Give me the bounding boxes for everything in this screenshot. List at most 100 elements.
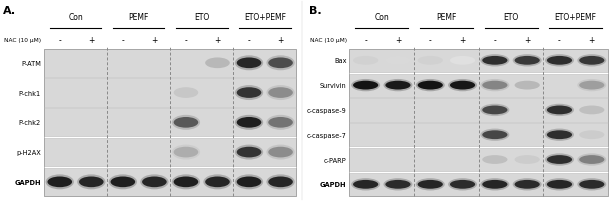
Text: +: + <box>459 36 466 45</box>
Bar <box>349 49 608 73</box>
Text: P-chk1: P-chk1 <box>19 90 41 96</box>
Ellipse shape <box>48 177 72 187</box>
Ellipse shape <box>480 178 510 190</box>
Ellipse shape <box>142 177 167 187</box>
Ellipse shape <box>174 177 198 187</box>
Text: Con: Con <box>375 13 389 22</box>
Ellipse shape <box>386 81 411 90</box>
Ellipse shape <box>266 175 295 189</box>
Ellipse shape <box>77 175 106 189</box>
Ellipse shape <box>235 175 263 189</box>
Ellipse shape <box>174 147 198 158</box>
Text: NAC (10 μM): NAC (10 μM) <box>4 38 42 43</box>
Ellipse shape <box>172 115 200 130</box>
Ellipse shape <box>415 178 445 190</box>
Ellipse shape <box>450 57 475 65</box>
Ellipse shape <box>384 80 412 92</box>
Text: -: - <box>185 36 188 45</box>
Bar <box>44 49 296 78</box>
Ellipse shape <box>545 129 574 141</box>
Ellipse shape <box>353 57 378 65</box>
Bar <box>349 123 608 147</box>
Ellipse shape <box>141 175 169 189</box>
Text: c-PARP: c-PARP <box>324 157 346 163</box>
Ellipse shape <box>172 175 200 189</box>
Text: PEMF: PEMF <box>436 13 456 22</box>
Ellipse shape <box>236 147 262 158</box>
Ellipse shape <box>482 57 508 65</box>
Bar <box>349 148 608 171</box>
Text: B.: B. <box>309 6 321 16</box>
Text: -: - <box>558 36 561 45</box>
Text: PEMF: PEMF <box>128 13 149 22</box>
Ellipse shape <box>268 58 293 69</box>
Ellipse shape <box>514 180 540 189</box>
Ellipse shape <box>384 178 412 190</box>
Ellipse shape <box>266 115 295 130</box>
Text: Survivin: Survivin <box>320 83 346 89</box>
Ellipse shape <box>547 155 572 164</box>
Ellipse shape <box>448 178 477 190</box>
Ellipse shape <box>236 117 262 128</box>
Bar <box>44 79 296 107</box>
Ellipse shape <box>547 131 572 139</box>
Ellipse shape <box>353 81 378 90</box>
Ellipse shape <box>415 80 445 92</box>
Ellipse shape <box>205 177 230 187</box>
Ellipse shape <box>514 81 540 90</box>
Text: Con: Con <box>68 13 83 22</box>
Ellipse shape <box>235 145 263 160</box>
Text: -: - <box>429 36 431 45</box>
Ellipse shape <box>351 178 380 190</box>
Ellipse shape <box>482 131 508 139</box>
Text: A.: A. <box>3 6 16 16</box>
Bar <box>349 49 608 196</box>
Text: -: - <box>247 36 251 45</box>
Bar <box>44 49 296 196</box>
Text: c-caspase-7: c-caspase-7 <box>307 132 346 138</box>
Ellipse shape <box>579 180 604 189</box>
Ellipse shape <box>577 55 606 67</box>
Ellipse shape <box>448 80 477 92</box>
Text: ETO: ETO <box>194 13 210 22</box>
Bar <box>349 173 608 196</box>
Ellipse shape <box>111 177 135 187</box>
Text: +: + <box>214 36 221 45</box>
Ellipse shape <box>268 117 293 128</box>
Text: +: + <box>524 36 530 45</box>
Ellipse shape <box>79 177 104 187</box>
Text: ETO: ETO <box>503 13 519 22</box>
Ellipse shape <box>514 57 540 65</box>
Ellipse shape <box>482 106 508 115</box>
Ellipse shape <box>480 80 510 92</box>
Ellipse shape <box>386 57 411 65</box>
Ellipse shape <box>268 177 293 187</box>
Ellipse shape <box>450 81 475 90</box>
Ellipse shape <box>547 57 572 65</box>
Text: +: + <box>151 36 158 45</box>
Ellipse shape <box>418 57 443 65</box>
Text: +: + <box>395 36 401 45</box>
Ellipse shape <box>266 145 295 160</box>
Ellipse shape <box>236 177 262 187</box>
Ellipse shape <box>109 175 137 189</box>
Ellipse shape <box>386 180 411 189</box>
Ellipse shape <box>545 55 574 67</box>
Text: p-H2AX: p-H2AX <box>16 149 41 155</box>
Ellipse shape <box>545 178 574 190</box>
Ellipse shape <box>205 58 230 69</box>
Ellipse shape <box>579 106 604 115</box>
Ellipse shape <box>577 178 606 190</box>
Text: -: - <box>364 36 367 45</box>
Ellipse shape <box>174 117 198 128</box>
Text: ETO+PEMF: ETO+PEMF <box>244 13 286 22</box>
Ellipse shape <box>450 180 475 189</box>
Ellipse shape <box>579 131 604 139</box>
Ellipse shape <box>418 180 443 189</box>
Ellipse shape <box>266 56 295 71</box>
Text: c-caspase-9: c-caspase-9 <box>307 107 346 113</box>
Ellipse shape <box>174 88 198 98</box>
Ellipse shape <box>266 86 295 101</box>
Ellipse shape <box>236 88 262 98</box>
Text: -: - <box>59 36 61 45</box>
